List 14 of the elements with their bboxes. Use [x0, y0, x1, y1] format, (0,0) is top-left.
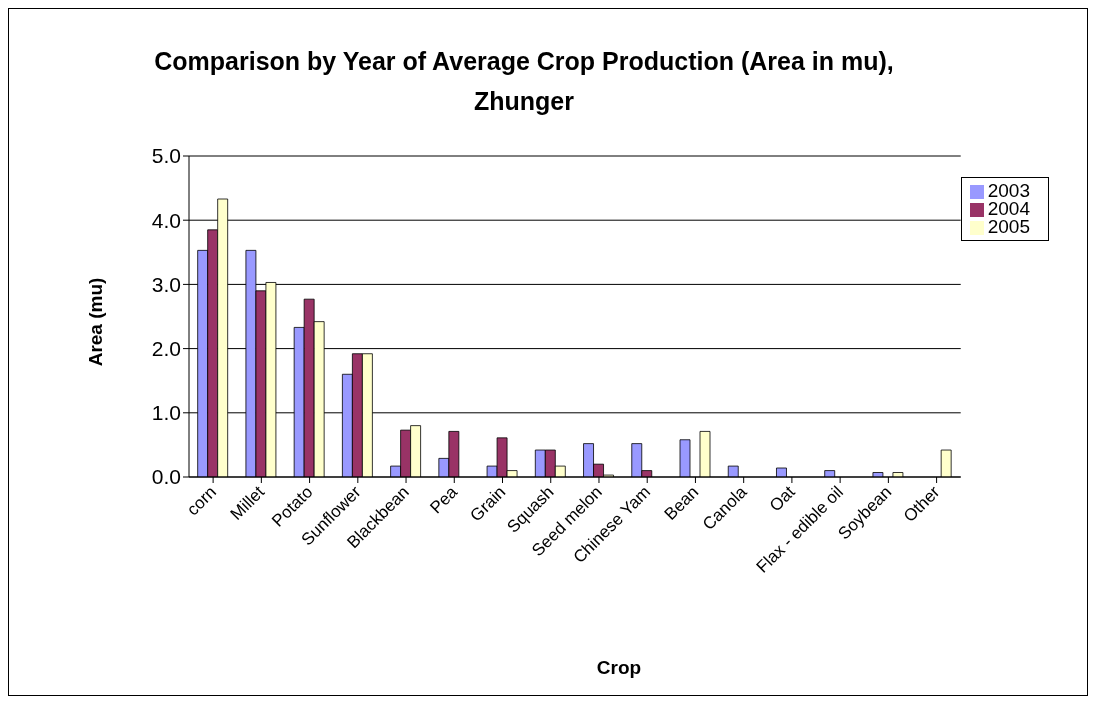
x-tick-label: Pea — [426, 482, 462, 518]
chart-title: Comparison by Year of Average Crop Production (Area in mu), Zhunger — [153, 46, 895, 117]
y-tick-label: 0.0 — [151, 465, 181, 489]
y-tick-label: 3.0 — [151, 272, 181, 296]
y-tick-label: 2.0 — [151, 337, 181, 361]
x-tick-label: corn — [183, 482, 220, 520]
y-tick-label: 5.0 — [151, 144, 181, 168]
legend-label: 2003 — [987, 180, 1030, 201]
legend-label: 2004 — [987, 198, 1030, 219]
y-tick-label: 4.0 — [151, 208, 181, 232]
x-axis-title: Crop — [595, 657, 643, 679]
y-tick-label: 1.0 — [151, 401, 181, 425]
legend-label: 2005 — [987, 216, 1030, 237]
y-axis-title: Area (mu) — [85, 277, 107, 367]
